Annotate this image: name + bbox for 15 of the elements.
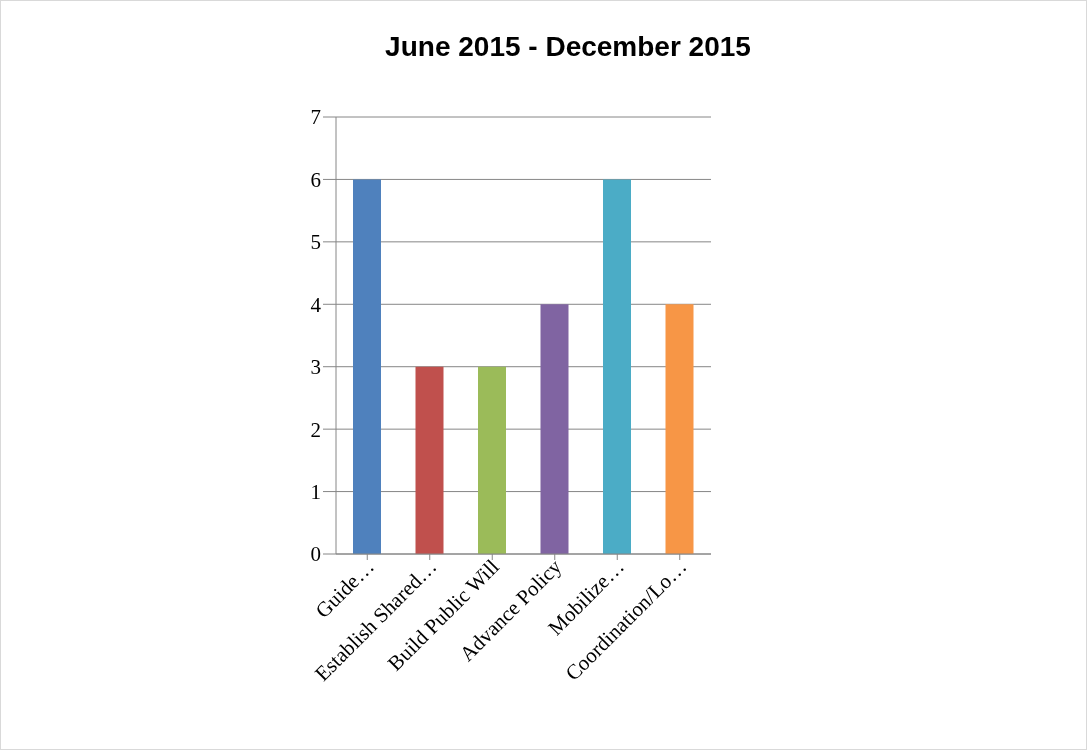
bar bbox=[353, 179, 381, 554]
bar bbox=[603, 179, 631, 554]
y-tick-label: 4 bbox=[310, 292, 322, 317]
y-tick-label: 1 bbox=[310, 480, 321, 505]
bar bbox=[540, 304, 569, 554]
y-tick-label: 6 bbox=[310, 167, 321, 192]
y-tick-label: 2 bbox=[310, 417, 321, 442]
bar bbox=[478, 366, 506, 554]
y-tick-label: 7 bbox=[310, 105, 321, 130]
chart-title: June 2015 - December 2015 bbox=[384, 31, 752, 63]
y-tick-label: 5 bbox=[310, 230, 321, 255]
y-tick-label: 0 bbox=[310, 542, 321, 567]
bar bbox=[415, 366, 444, 554]
y-tick-label: 3 bbox=[310, 355, 321, 380]
bar bbox=[665, 304, 694, 554]
